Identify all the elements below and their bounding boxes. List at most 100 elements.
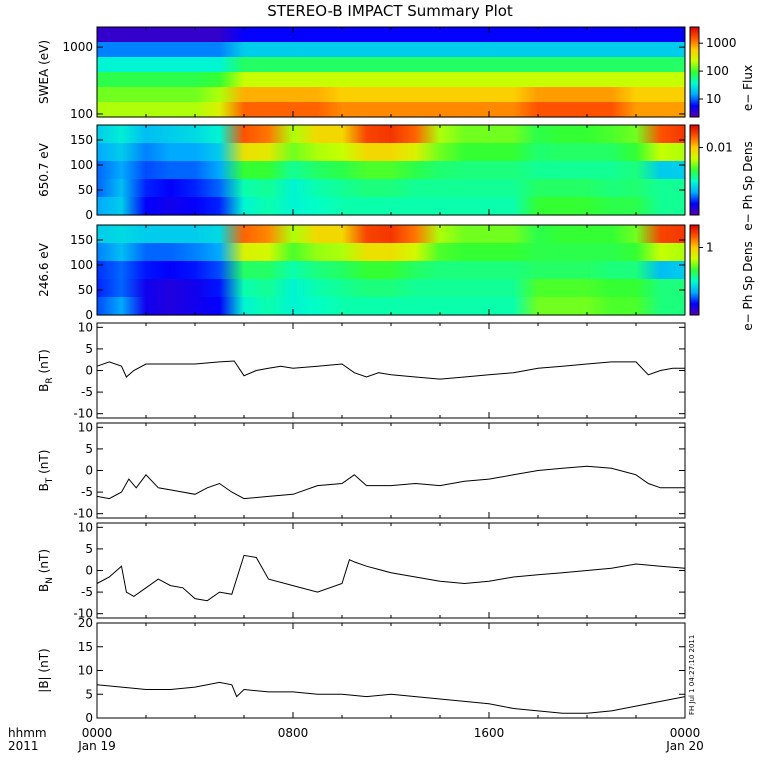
panel-pad650: 0 50 100 150 0.01 e− Ph Sp Dens 650.7 eV: [37, 124, 755, 231]
y-tick-label: 5: [85, 542, 93, 556]
y-axis-label-main: B: [37, 384, 51, 392]
y-axis-label-unit: (nT): [37, 450, 51, 478]
colorbar-tick-label: 0.01: [706, 141, 733, 155]
heatmap-row: [97, 27, 685, 43]
y-axis-label: 650.7 eV: [37, 142, 51, 197]
colorbar-tick-label: 10: [706, 92, 721, 106]
panel-bmag: 0 5 10 15 20 |B| (nT): [37, 616, 686, 725]
plot-timestamp: FH Jul 1 04:27:10 2011: [688, 635, 696, 715]
y-tick-label: 5: [85, 342, 93, 356]
y-axis-label-unit: (nT): [37, 549, 51, 577]
y-tick-label: 10: [78, 320, 93, 334]
heatmap-row: [97, 179, 685, 198]
heatmap-row: [97, 243, 685, 262]
colorbar-tick-label: 1: [706, 241, 714, 255]
heatmap-row: [97, 143, 685, 162]
panel-frame: [96, 522, 686, 619]
series-line-bmag: [96, 681, 686, 714]
colorbar-label: e− Ph Sp Dens: [741, 141, 755, 230]
y-tick-label: 0: [85, 711, 93, 725]
colorbar-tick-label: 1000: [706, 36, 737, 50]
y-axis-label: BR (nT): [37, 349, 55, 392]
y-tick-label: 100: [70, 258, 93, 272]
y-axis-label: 246.6 eV: [37, 242, 51, 297]
y-axis-label: SWEA (eV): [37, 40, 51, 104]
y-tick-label: 5: [85, 442, 93, 456]
time-tick-label: 0800: [278, 726, 309, 740]
plot-title: STEREO-B IMPACT Summary Plot: [267, 2, 513, 20]
heatmap-row: [97, 297, 685, 316]
series-line-br: [96, 360, 685, 380]
colorbar: [689, 124, 700, 216]
y-tick-label: 15: [78, 640, 93, 654]
series-line-bn: [96, 554, 686, 602]
panel-bt: -10 -5 0 5 10 BT (nT): [37, 420, 686, 521]
colorbar: [689, 224, 700, 316]
y-tick-label: 5: [85, 687, 93, 701]
heatmap-row: [97, 161, 685, 180]
y-axis-label-subscript: R: [45, 377, 55, 383]
heatmap-row: [97, 261, 685, 280]
panel-swea: 100 1000 10 100 1000 e− Flux SWEA (eV): [37, 26, 755, 121]
heatmap-row: [97, 87, 685, 103]
y-tick-label: 0: [85, 308, 93, 322]
panel-br: -10 -5 0 5 10 BR (nT): [37, 320, 686, 421]
time-axis-corner-label-bottom: 2011: [8, 739, 39, 753]
y-axis-label-main: B: [37, 584, 51, 592]
y-tick-label: 0: [85, 464, 93, 478]
y-tick-label: -10: [73, 507, 93, 521]
y-tick-label: 0: [85, 364, 93, 378]
heatmap-row: [97, 57, 685, 73]
panel-pad246: 0 50 100 150 1 e− Ph Sp Dens 246.6 eV: [37, 224, 755, 331]
time-axis-corner-label-top: hhmm: [8, 726, 47, 740]
y-axis-label-unit: (nT): [37, 349, 51, 377]
time-tick-label: 0000: [670, 726, 701, 740]
y-axis-label: BT (nT): [37, 450, 55, 492]
time-tick-label: 0000: [82, 726, 113, 740]
y-tick-label: 0: [85, 564, 93, 578]
y-tick-label: 10: [78, 664, 93, 678]
y-tick-label: 10: [78, 420, 93, 434]
y-axis-label-subscript: T: [45, 477, 55, 484]
y-axis-label-main: B: [37, 483, 51, 491]
heatmap-row: [97, 279, 685, 298]
y-axis-label-subscript: N: [45, 577, 55, 584]
y-tick-label: 150: [70, 133, 93, 147]
y-tick-label: 150: [70, 233, 93, 247]
y-tick-label: 10: [78, 520, 93, 534]
y-tick-label: -10: [73, 607, 93, 621]
panel-frame: [96, 124, 686, 216]
colorbar-label: e− Ph Sp Dens: [741, 241, 755, 330]
y-axis-label: |B| (nT): [37, 648, 51, 692]
y-tick-label: 100: [70, 158, 93, 172]
panel-frame: [96, 322, 686, 419]
y-tick-label: 50: [78, 183, 93, 197]
heatmap-row: [97, 197, 685, 216]
colorbar: [689, 26, 700, 118]
y-tick-label: 100: [70, 107, 93, 121]
panel-frame: [96, 622, 686, 719]
panel-frame: [96, 26, 686, 118]
panel-frame: [96, 224, 686, 316]
colorbar-tick-label: 100: [706, 64, 729, 78]
date-label: Jan 19: [77, 739, 116, 753]
y-axis-label: BN (nT): [37, 549, 55, 592]
y-tick-label: 0: [85, 208, 93, 222]
y-tick-label: 1000: [62, 40, 93, 54]
heatmap-row: [97, 72, 685, 88]
y-tick-label: 50: [78, 283, 93, 297]
panel-frame: [96, 422, 686, 519]
y-tick-label: -5: [81, 585, 93, 599]
y-tick-label: 20: [78, 616, 93, 630]
y-tick-label: -5: [81, 485, 93, 499]
heatmap-row: [97, 102, 685, 118]
y-tick-label: -5: [81, 385, 93, 399]
y-tick-label: -10: [73, 407, 93, 421]
date-label: Jan 20: [665, 739, 704, 753]
series-line-bt: [96, 465, 685, 500]
heatmap-row: [97, 225, 685, 244]
time-tick-label: 1600: [474, 726, 505, 740]
